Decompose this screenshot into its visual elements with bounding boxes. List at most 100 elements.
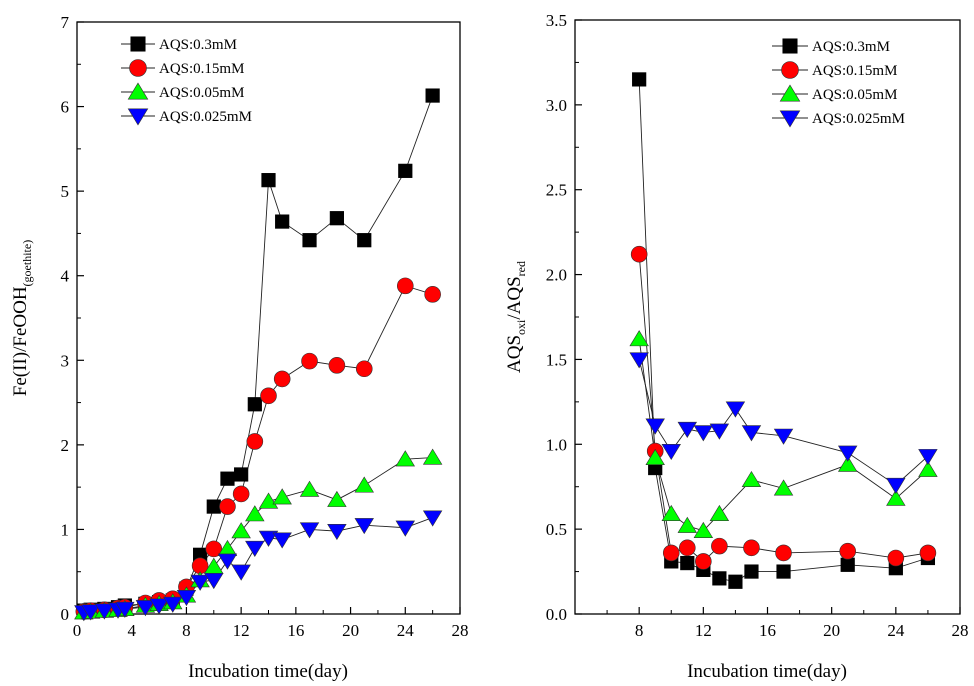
- data-point-left-2-17: [327, 490, 347, 507]
- data-point-right-1-2: [662, 544, 680, 562]
- legend-marker-right-1: [781, 61, 799, 79]
- legend-label-left-0: AQS:0.3mM: [159, 37, 237, 53]
- data-point-left-3-8: [176, 589, 197, 607]
- series-line-right-1: [638, 254, 928, 562]
- data-point-right-2-4: [693, 521, 714, 538]
- data-point-right-2-9: [886, 489, 906, 506]
- data-point-right-3-5: [709, 423, 730, 440]
- data-point-left-0-16: [302, 233, 317, 248]
- data-point-right-3-10: [886, 477, 906, 494]
- data-point-left-0-15: [275, 214, 290, 229]
- data-point-left-0-20: [425, 88, 440, 103]
- data-point-right-2-5: [709, 504, 730, 521]
- data-point-left-0-18: [357, 233, 372, 248]
- y-axis-title-right: AQSoxi/AQSred: [504, 261, 528, 373]
- series-line-left-3: [83, 517, 433, 613]
- legend-marker-right-0: [782, 38, 798, 54]
- plot-frame-right: [574, 19, 961, 615]
- series-line-left-2: [83, 457, 433, 613]
- data-point-right-2-10: [918, 460, 938, 477]
- data-point-left-2-14: [258, 492, 279, 509]
- data-point-left-3-4: [115, 601, 135, 618]
- y-tick-label-right-1: 0.5: [546, 520, 567, 539]
- y-tick-label-left-1: 1: [61, 520, 70, 539]
- data-point-left-0-12: [234, 467, 249, 482]
- x-tick-label-left-7: 28: [452, 621, 469, 640]
- data-point-right-0-9: [840, 557, 855, 572]
- legend-label-left-1: AQS:0.15mM: [159, 61, 244, 77]
- data-point-left-3-9: [190, 574, 210, 591]
- data-point-right-2-0: [629, 330, 649, 347]
- x-axis-title-right: Incubation time(day): [687, 661, 847, 682]
- data-point-left-1-17: [328, 357, 346, 374]
- legend-label-right-3: AQS:0.025mM: [812, 111, 905, 127]
- y-axis-title-left-main: Fe(II)/FeOOH: [10, 286, 31, 396]
- data-point-right-1-0: [630, 245, 648, 263]
- y-tick-label-right-3: 1.5: [546, 350, 567, 369]
- data-point-right-1-10: [919, 544, 937, 562]
- data-point-left-2-13: [245, 505, 265, 522]
- series-right: [629, 72, 938, 589]
- data-point-left-2-19: [395, 450, 416, 467]
- x-tick-label-right-3: 20: [823, 621, 840, 640]
- series-line-left-0: [83, 95, 434, 612]
- series-left: [74, 88, 443, 622]
- data-point-right-0-7: [744, 564, 759, 579]
- x-tick-label-left-5: 20: [342, 621, 359, 640]
- data-point-left-3-13: [245, 540, 265, 558]
- data-point-right-3-8: [773, 428, 794, 445]
- data-point-left-1-12: [232, 485, 250, 503]
- data-point-right-2-1: [645, 448, 665, 465]
- data-point-left-2-12: [231, 522, 251, 539]
- data-point-left-3-14: [258, 530, 279, 547]
- y-tick-label-right-6: 3.0: [546, 96, 567, 115]
- x-tick-label-right-5: 28: [952, 621, 969, 640]
- data-point-right-3-7: [741, 425, 762, 442]
- data-point-left-1-14: [260, 387, 277, 405]
- data-point-right-2-2: [661, 504, 681, 521]
- series-line-right-0: [638, 79, 929, 583]
- data-point-right-3-0: [629, 352, 649, 369]
- data-point-left-3-15: [272, 532, 292, 549]
- legend-marker-right-2: [779, 84, 801, 102]
- data-point-left-3-5: [135, 600, 156, 617]
- legend-marker-right-3: [779, 110, 801, 128]
- data-point-left-0-19: [398, 163, 413, 178]
- data-point-left-3-18: [354, 518, 374, 535]
- data-point-right-1-8: [839, 542, 857, 560]
- legend-label-left-3: AQS:0.025mM: [159, 109, 252, 125]
- y-tick-label-left-2: 2: [61, 436, 70, 455]
- data-point-left-2-16: [299, 480, 320, 497]
- data-point-right-3-11: [918, 449, 938, 466]
- y-tick-label-left-7: 7: [61, 13, 70, 32]
- y-tick-label-right-4: 2.0: [546, 266, 567, 285]
- x-tick-label-right-0: 8: [635, 621, 644, 640]
- data-point-left-0-14: [261, 173, 276, 188]
- data-point-left-1-19: [396, 277, 414, 295]
- data-point-left-0-10: [206, 499, 221, 514]
- data-point-left-2-15: [272, 488, 292, 505]
- data-point-left-0-11: [220, 471, 235, 486]
- data-point-left-3-6: [149, 598, 169, 615]
- legend-label-right-0: AQS:0.3mM: [812, 39, 890, 55]
- data-point-left-3-12: [231, 564, 251, 581]
- data-point-left-1-20: [424, 286, 441, 303]
- data-point-right-3-1: [645, 418, 665, 435]
- legend-label-left-2: AQS:0.05mM: [159, 85, 244, 101]
- legend-marker-left-2: [127, 82, 149, 100]
- legend-label-right-1: AQS:0.15mM: [812, 63, 897, 79]
- data-point-left-1-15: [273, 370, 291, 388]
- data-point-right-2-6: [741, 470, 762, 488]
- y-axis-title-right-sub1: oxi: [514, 319, 528, 335]
- data-point-left-3-1: [80, 604, 101, 621]
- data-point-right-0-5: [712, 571, 727, 586]
- x-tick-label-right-4: 24: [887, 621, 905, 640]
- data-point-right-2-7: [773, 479, 794, 496]
- legend-marker-left-1: [129, 59, 147, 77]
- axis-ticks-right: [575, 19, 961, 615]
- y-axis-title-left-sub: (goethite): [20, 240, 34, 287]
- data-point-right-3-6: [725, 401, 746, 418]
